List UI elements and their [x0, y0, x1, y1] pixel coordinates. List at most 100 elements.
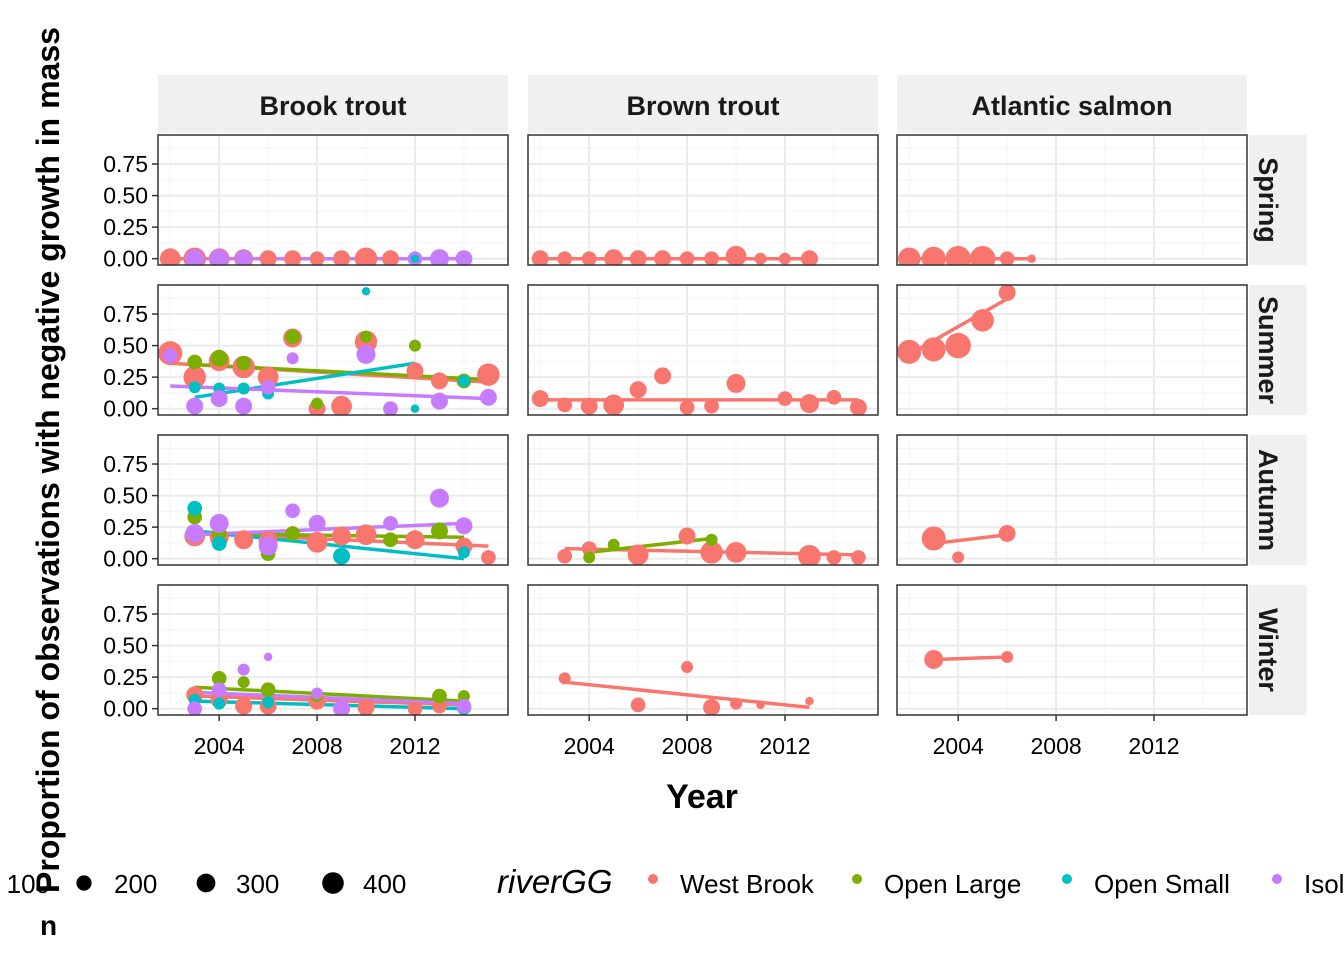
data-point-west-brook	[999, 251, 1015, 265]
data-point-isolated	[211, 682, 227, 698]
strip-autumn	[1249, 435, 1307, 565]
data-point-isolated	[260, 379, 276, 395]
strip-atlantic-salmon	[897, 75, 1247, 133]
x-tick-label: 2012	[759, 733, 810, 759]
color-legend-label: Open Large	[884, 869, 1021, 899]
y-tick-label: 0.75	[103, 601, 148, 627]
panel-background	[897, 585, 1247, 715]
y-tick-label: 0.50	[103, 183, 148, 209]
data-point-open-small	[187, 500, 203, 516]
data-point-west-brook	[756, 700, 765, 710]
data-point-west-brook	[777, 391, 793, 406]
data-point-west-brook	[406, 362, 424, 380]
data-point-open-large	[285, 526, 300, 541]
data-point-open-large	[260, 682, 276, 698]
data-point-west-brook	[629, 381, 647, 399]
panel-background	[158, 135, 508, 265]
panel-data	[159, 247, 473, 265]
data-point-open-large	[430, 522, 448, 540]
data-point-isolated	[235, 397, 253, 415]
data-point-isolated	[210, 390, 228, 408]
data-point-west-brook	[851, 550, 866, 565]
strip-label: Brook trout	[260, 91, 407, 121]
data-point-west-brook	[800, 250, 818, 265]
y-tick-label: 0.00	[103, 396, 148, 422]
data-point-open-large	[607, 538, 620, 551]
data-point-west-brook	[382, 250, 400, 265]
legend: n 100 200 300 400 riverGG West Brook Open Large…	[7, 863, 1344, 941]
data-point-open-large	[285, 329, 300, 345]
panel-data	[531, 245, 818, 265]
data-point-isolated	[383, 401, 398, 415]
data-point-west-brook	[700, 541, 723, 564]
y-tick-label: 0.25	[103, 214, 148, 240]
panel-data	[186, 652, 472, 715]
trend-line-west-brook	[933, 532, 1008, 546]
data-point-isolated	[308, 514, 326, 532]
panel-border	[896, 584, 1248, 716]
data-point-west-brook	[477, 363, 500, 386]
y-tick-label: 0.75	[103, 301, 148, 327]
panel-brown-trout-autumn	[527, 434, 879, 566]
data-point-open-small	[457, 546, 470, 559]
data-point-west-brook	[805, 696, 814, 706]
size-legend-title: n	[40, 910, 57, 941]
data-point-west-brook	[333, 250, 351, 265]
data-point-isolated	[209, 513, 229, 533]
panel-border	[896, 434, 1248, 566]
data-point-west-brook	[945, 245, 971, 265]
size-legend-label: 300	[236, 869, 279, 899]
data-point-west-brook	[849, 398, 867, 415]
data-point-west-brook	[629, 250, 647, 265]
panel-background	[897, 435, 1247, 565]
data-point-isolated	[186, 397, 204, 415]
panel-border	[896, 284, 1248, 416]
y-tick-label: 0.50	[103, 483, 148, 509]
size-legend-key	[196, 873, 216, 893]
color-legend-key-west-brook	[648, 874, 658, 884]
panel-background	[528, 135, 878, 265]
data-point-open-small	[262, 696, 275, 709]
data-point-isolated	[383, 516, 398, 531]
data-point-west-brook	[355, 524, 377, 546]
y-tick-label: 0.00	[103, 696, 148, 722]
panel-border	[527, 284, 879, 416]
strip-winter	[1249, 585, 1307, 715]
data-point-west-brook	[679, 251, 695, 265]
data-point-west-brook	[725, 541, 747, 563]
data-point-open-small	[457, 374, 470, 387]
data-point-isolated	[235, 250, 253, 265]
data-point-west-brook	[678, 527, 696, 545]
data-point-open-large	[457, 690, 470, 703]
data-point-open-small	[333, 547, 351, 565]
data-point-west-brook	[603, 394, 625, 415]
data-point-isolated	[311, 687, 324, 700]
data-point-west-brook	[730, 697, 743, 710]
data-point-isolated	[429, 488, 449, 508]
data-point-open-small	[211, 536, 227, 551]
panel-data	[158, 287, 500, 415]
data-point-west-brook	[799, 394, 819, 414]
color-legend-label: West Brook	[680, 869, 815, 899]
x-tick-label: 2008	[662, 733, 713, 759]
facet-grid: Brook trout Brown trout Atlantic salmon Spr…	[103, 75, 1307, 759]
data-point-west-brook	[826, 550, 842, 565]
data-point-west-brook	[405, 530, 425, 550]
data-point-open-large	[236, 355, 252, 371]
data-point-isolated	[237, 663, 250, 676]
data-point-isolated	[429, 249, 449, 265]
size-legend-label: 100	[7, 869, 50, 899]
y-tick-label: 0.25	[103, 364, 148, 390]
data-point-west-brook	[654, 367, 672, 385]
data-point-west-brook	[726, 373, 746, 393]
panel-data	[921, 524, 1016, 564]
strip-label: Spring	[1253, 157, 1283, 243]
data-point-west-brook	[1001, 650, 1014, 663]
data-point-west-brook	[921, 337, 946, 362]
y-tick-label: 0.25	[103, 664, 148, 690]
panel-border	[896, 134, 1248, 266]
x-tick-label: 2004	[194, 733, 245, 759]
y-axis-title: Proportion of observations with negative…	[30, 27, 66, 893]
data-point-west-brook	[284, 250, 302, 265]
x-axis-title: Year	[666, 778, 738, 816]
